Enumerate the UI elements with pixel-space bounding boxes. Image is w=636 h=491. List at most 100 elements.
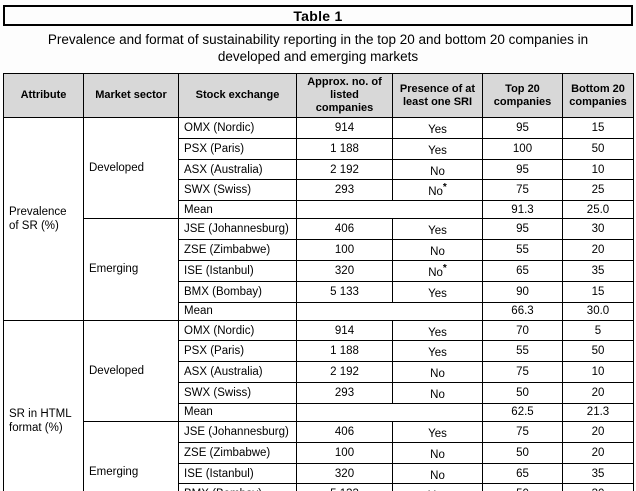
- top20-cell: 95: [482, 117, 563, 139]
- listed-cell: 5 133: [296, 280, 393, 303]
- bottom20-cell: 30.0: [562, 301, 634, 321]
- bottom20-cell: 35: [562, 462, 634, 485]
- exchange-cell: Mean: [178, 301, 297, 321]
- sri-value: No: [430, 448, 445, 461]
- attribute-cell: Prevalence of SR (%): [3, 117, 84, 321]
- footnote-marker-icon: *: [442, 262, 447, 274]
- table-row: Emerging JSE (Johannesburg) 406 Yes 75 2…: [4, 420, 634, 491]
- sri-value: No: [430, 388, 445, 401]
- listed-cell: 2 192: [296, 158, 393, 181]
- listed-cell: 320: [296, 462, 393, 485]
- col-header-sri-presence: Presence of at least one SRI: [392, 73, 483, 118]
- bottom20-cell: 20: [562, 420, 634, 443]
- mean-row: Mean 62.5 21.3: [4, 402, 634, 422]
- exchange-cell: OMX (Nordic): [178, 117, 297, 139]
- sri-cell: No: [392, 462, 483, 485]
- sri-value: Yes: [428, 287, 447, 300]
- listed-cell: 293: [296, 382, 393, 404]
- table-row: BMX (Bombay) 5 133 Yes 90 15: [4, 280, 634, 303]
- listed-cell: 914: [296, 319, 393, 342]
- sri-cell: Yes: [392, 117, 483, 139]
- sri-cell: No: [392, 382, 483, 404]
- col-header-listed-companies: Approx. no. of listed companies: [296, 73, 393, 118]
- bottom20-cell: 35: [562, 259, 634, 282]
- top20-cell: 95: [482, 218, 563, 241]
- bottom20-cell: 50: [562, 137, 634, 160]
- bottom20-cell: 10: [562, 361, 634, 384]
- bottom20-cell: 10: [562, 158, 634, 181]
- sector-cell: Emerging: [83, 218, 179, 321]
- sri-cell: No: [392, 361, 483, 384]
- bottom20-cell: 20: [562, 239, 634, 261]
- table-row: Prevalence of SR (%) Developed OMX (Nord…: [3, 116, 634, 321]
- bottom20-cell: 25: [562, 179, 634, 202]
- footnote-marker-icon: *: [442, 182, 447, 194]
- sri-cell: Yes: [392, 280, 483, 303]
- listed-cell: 100: [296, 239, 393, 261]
- sri-cell: Yes: [392, 319, 483, 342]
- listed-cell: 406: [296, 218, 393, 241]
- sri-cell: Yes: [392, 420, 483, 443]
- top20-cell: 75: [482, 361, 563, 384]
- col-header-market-sector: Market sector: [83, 73, 179, 118]
- top20-cell: 55: [482, 239, 563, 261]
- caption-line-2: developed and emerging markets: [217, 49, 419, 64]
- exchange-cell: SWX (Swiss): [178, 382, 297, 404]
- top20-cell: 95: [482, 158, 563, 181]
- mean-spacer-cell: [296, 402, 483, 422]
- sri-cell: No: [392, 158, 483, 181]
- bottom20-cell: 15: [562, 280, 634, 303]
- sri-value: Yes: [428, 123, 447, 136]
- exchange-cell: PSX (Paris): [178, 340, 297, 363]
- bottom20-cell: 5: [562, 319, 634, 342]
- exchange-cell: JSE (Johannesburg): [178, 218, 297, 241]
- header-row: Attribute Market sector Stock exchange A…: [3, 73, 634, 118]
- sector-cell: Developed: [83, 319, 179, 422]
- table-label-box: Table 1: [3, 5, 633, 26]
- bottom20-cell: 25.0: [562, 200, 634, 220]
- top20-cell: 66.3: [482, 301, 563, 321]
- exchange-cell: Mean: [178, 402, 297, 422]
- exchange-cell: ASX (Australia): [178, 158, 297, 181]
- listed-cell: 1 188: [296, 137, 393, 160]
- top20-cell: 65: [482, 462, 563, 485]
- table-row: SWX (Swiss) 293 No* 75 25: [4, 179, 634, 202]
- exchange-cell: OMX (Nordic): [178, 319, 297, 342]
- top20-cell: 100: [482, 137, 563, 160]
- bottom20-cell: 30: [562, 218, 634, 241]
- listed-cell: 406: [296, 420, 393, 443]
- mean-spacer-cell: [296, 301, 483, 321]
- sector-cell: Developed: [83, 116, 179, 220]
- table-row: ISE (Istanbul) 320 No 65 35: [4, 462, 634, 485]
- exchange-cell: JSE (Johannesburg): [178, 420, 297, 443]
- sri-value: No: [428, 266, 443, 279]
- table-row: BMX (Bombay) 5 133 Yes 50 30: [4, 483, 634, 491]
- table-row: PSX (Paris) 1 188 Yes 100 50: [4, 137, 634, 160]
- sri-cell: Yes: [392, 218, 483, 241]
- sri-value: Yes: [428, 144, 447, 157]
- sri-value: Yes: [428, 225, 447, 238]
- top20-cell: 55: [482, 340, 563, 363]
- table-caption: Prevalence and format of sustainability …: [3, 26, 633, 73]
- sri-cell: Yes: [392, 483, 483, 491]
- listed-cell: 293: [296, 179, 393, 202]
- exchange-cell: ASX (Australia): [178, 361, 297, 384]
- listed-cell: 100: [296, 441, 393, 464]
- listed-cell: 320: [296, 259, 393, 282]
- top20-cell: 75: [482, 179, 563, 202]
- exchange-cell: SWX (Swiss): [178, 179, 297, 202]
- top20-cell: 65: [482, 259, 563, 282]
- sri-value: Yes: [428, 347, 447, 360]
- sri-cell: Yes: [392, 137, 483, 160]
- top20-cell: 50: [482, 382, 563, 404]
- exchange-cell: ZSE (Zimbabwe): [178, 441, 297, 464]
- table-row: ZSE (Zimbabwe) 100 No 55 20: [4, 239, 634, 261]
- table-row: ASX (Australia) 2 192 No 75 10: [4, 361, 634, 384]
- sri-value: Yes: [428, 326, 447, 339]
- listed-cell: 914: [296, 117, 393, 139]
- col-header-stock-exchange: Stock exchange: [178, 73, 297, 118]
- top20-cell: 90: [482, 280, 563, 303]
- table-row: ISE (Istanbul) 320 No* 65 35: [4, 259, 634, 282]
- top20-cell: 70: [482, 319, 563, 342]
